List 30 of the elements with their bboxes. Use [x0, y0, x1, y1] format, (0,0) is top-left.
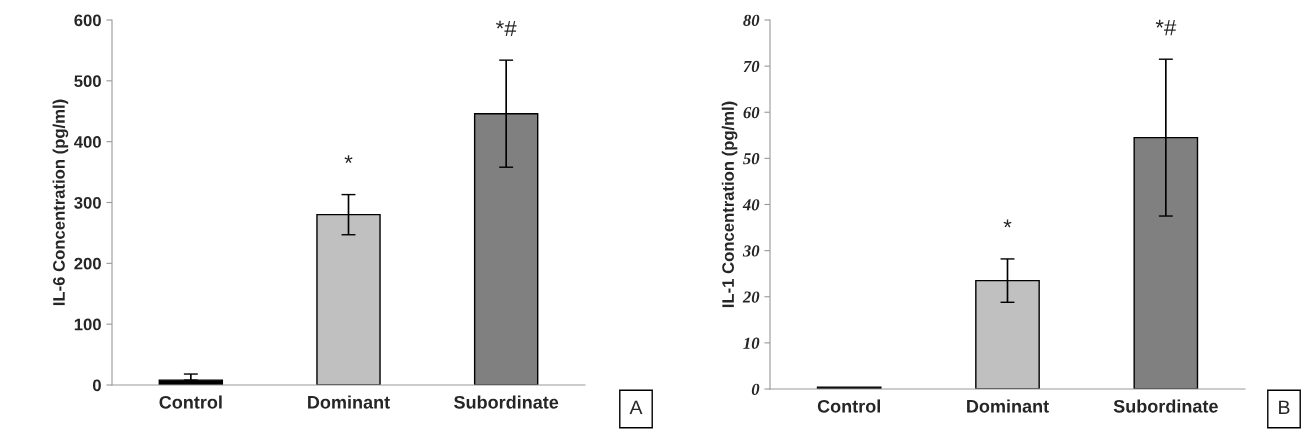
annotation: *	[344, 155, 353, 164]
y-tick-label: 0	[751, 383, 760, 395]
x-tick-label: Control	[159, 395, 222, 409]
annotation: *#	[1155, 19, 1177, 36]
y-tick-label: 40	[742, 199, 760, 211]
y-tick-label: 300	[74, 196, 101, 209]
annotation: *	[1003, 219, 1012, 228]
y-tick-label: 500	[74, 75, 101, 88]
y-tick-label: 200	[74, 257, 101, 270]
y-tick-label: 600	[74, 14, 101, 27]
y-tick-label: 50	[743, 153, 760, 165]
y-tick-label: 30	[742, 245, 760, 257]
x-tick-label: Subordinate	[1113, 399, 1218, 413]
annotation: *#	[496, 20, 517, 37]
y-tick-label: 60	[743, 106, 760, 119]
x-tick-label: Subordinate	[454, 395, 559, 409]
y-tick-label: 20	[742, 291, 760, 303]
y-tick-label: 100	[74, 318, 101, 331]
text: A	[629, 400, 643, 415]
x-tick-label: Dominant	[967, 399, 1049, 413]
y-axis-title: IL-1 Concentration (pg/ml)	[721, 101, 738, 308]
text: B	[1279, 400, 1290, 415]
y-tick-label: 0	[92, 379, 101, 392]
y-axis-title: IL-6 Concentration (pg/ml)	[52, 99, 69, 306]
y-tick-label: 400	[74, 136, 101, 148]
x-tick-label: Dominant	[308, 395, 390, 409]
x-tick-label: Control	[817, 399, 880, 413]
y-tick-label: 70	[743, 60, 760, 73]
y-tick-label: 10	[743, 337, 760, 349]
y-tick-label: 80	[743, 14, 760, 26]
